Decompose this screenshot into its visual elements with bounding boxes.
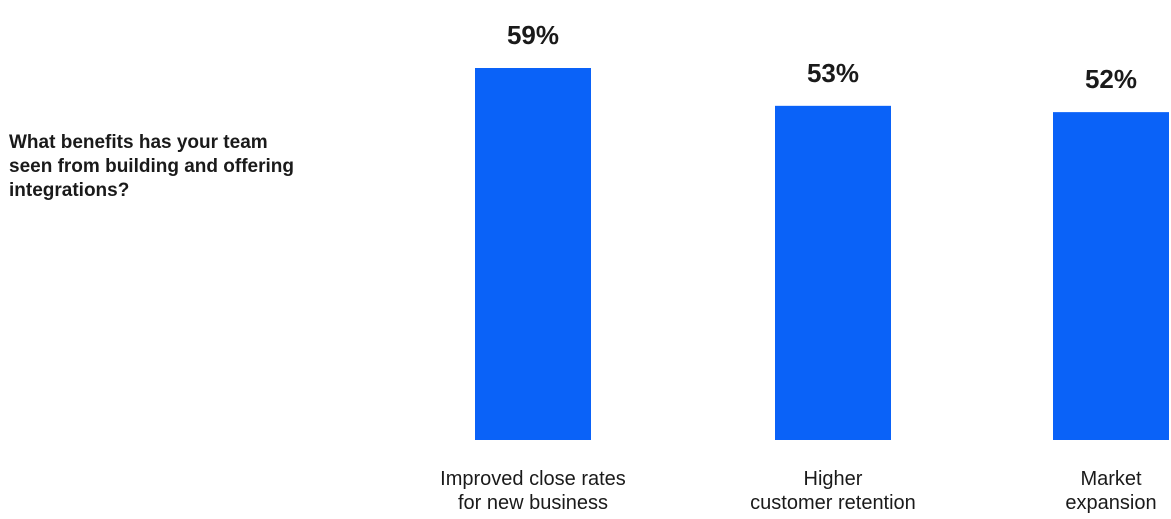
bar-2 xyxy=(775,105,891,440)
chart-question: What benefits has your team seen from bu… xyxy=(9,132,294,201)
category-label-2: Higher customer retention xyxy=(750,468,916,514)
category-label-line: Market xyxy=(1080,468,1142,490)
category-label-line: customer retention xyxy=(750,492,916,514)
value-label-1: 59% xyxy=(507,20,559,50)
category-label-line: for new business xyxy=(458,492,608,514)
category-label-line: Higher xyxy=(804,468,863,490)
value-label-2: 53% xyxy=(807,58,859,88)
category-label-line: Improved close rates xyxy=(440,468,626,490)
bar-3 xyxy=(1053,112,1169,440)
category-label-1: Improved close rates for new business xyxy=(440,468,626,514)
value-label-3: 52% xyxy=(1085,64,1137,94)
bar-1 xyxy=(475,68,591,440)
category-label-line: expansion xyxy=(1065,492,1156,514)
category-label-3: Market expansion xyxy=(1065,468,1156,514)
